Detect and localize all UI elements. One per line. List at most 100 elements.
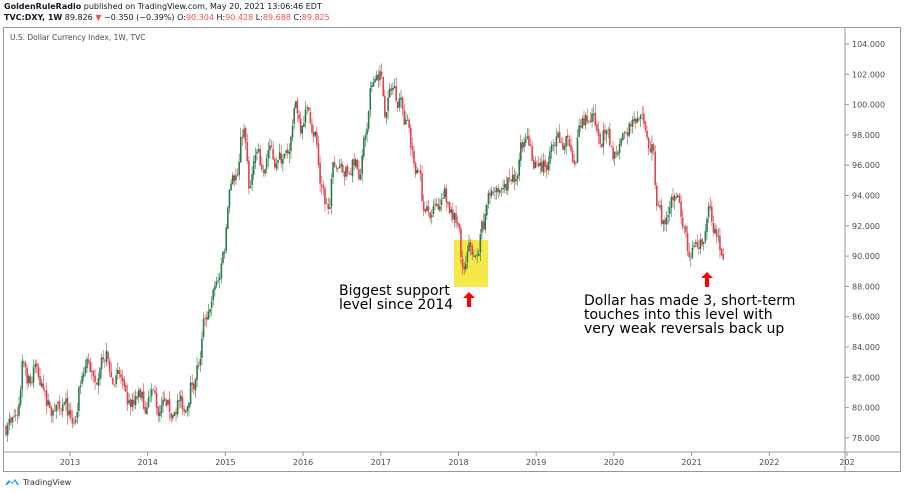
- candle-body: [693, 245, 695, 247]
- candle-body: [554, 144, 556, 146]
- candle-body: [581, 118, 584, 129]
- candle-body: [341, 164, 344, 173]
- candle-body: [524, 138, 527, 144]
- candle-body: [575, 163, 577, 164]
- candle-body: [689, 257, 692, 259]
- candle-body: [45, 390, 48, 407]
- candle-body: [511, 175, 514, 182]
- candle-body: [86, 358, 88, 369]
- candle-body: [382, 76, 385, 97]
- candle-body: [557, 132, 559, 138]
- y-tick-label: 88.000: [852, 282, 880, 291]
- candle-body: [181, 396, 184, 409]
- candle-body: [160, 405, 163, 414]
- tradingview-footer[interactable]: TradingView: [4, 477, 71, 487]
- candle-body: [610, 145, 613, 147]
- candle-body: [354, 159, 357, 167]
- candle-body: [636, 117, 639, 123]
- candle-body: [351, 159, 354, 177]
- support-line-1: Biggest support: [339, 283, 450, 299]
- x-tick-label: 2021: [681, 458, 701, 467]
- candle-body: [453, 212, 456, 220]
- candle-body: [566, 135, 569, 138]
- candle-body: [408, 119, 410, 128]
- candle-body: [549, 151, 551, 164]
- candle-body: [246, 142, 249, 162]
- candle-body: [34, 364, 36, 368]
- candle-body: [482, 221, 485, 229]
- candle-body: [520, 142, 522, 161]
- x-tick-label: 2013: [60, 458, 80, 467]
- candle-body: [163, 398, 166, 401]
- tradingview-logo-icon: [5, 479, 19, 485]
- candle-body: [426, 206, 428, 212]
- candle-body: [542, 160, 545, 173]
- candle-body: [309, 111, 312, 124]
- candle-body: [87, 359, 90, 363]
- candle-body: [706, 218, 708, 232]
- candle-body: [440, 199, 443, 206]
- candle-body: [589, 120, 592, 123]
- touches-line-1: Dollar has made 3, short-term: [584, 293, 796, 309]
- candle-body: [215, 281, 218, 287]
- candle-body: [691, 247, 694, 258]
- candle-body: [359, 174, 362, 180]
- candle-body: [244, 128, 247, 143]
- candle-body: [168, 398, 171, 413]
- candle-body: [178, 400, 181, 402]
- y-tick-label: 90.000: [852, 252, 880, 261]
- candle-body: [712, 222, 715, 233]
- candle-body: [225, 227, 228, 252]
- candle-body: [76, 412, 79, 419]
- x-tick-label: 2020: [604, 458, 624, 467]
- candle-body: [452, 209, 454, 220]
- candle-body: [647, 138, 650, 149]
- candle-body: [686, 233, 689, 251]
- candle-body: [21, 361, 24, 390]
- candle-body: [311, 123, 313, 133]
- candle-body: [201, 338, 203, 358]
- candle-body: [102, 357, 104, 360]
- candle-body: [249, 186, 252, 189]
- candle-body: [471, 246, 474, 256]
- candle-body: [413, 150, 415, 164]
- candle-body: [194, 379, 197, 391]
- candle-body: [120, 374, 122, 378]
- candle-body: [61, 404, 64, 412]
- candle-body: [66, 397, 69, 417]
- candle-body: [463, 266, 465, 270]
- candle-body: [719, 235, 721, 251]
- candle-body: [218, 277, 221, 280]
- candle-body: [251, 173, 253, 185]
- candle-body: [498, 189, 501, 193]
- candle-body: [377, 74, 380, 81]
- candle-body: [662, 220, 665, 225]
- candle-body: [188, 402, 190, 409]
- candle-body: [210, 301, 213, 308]
- candle-body: [609, 128, 611, 146]
- close-value: 89.825: [301, 13, 330, 22]
- candle-body: [154, 390, 156, 394]
- candle-body: [306, 107, 308, 109]
- candle-body: [424, 208, 427, 213]
- candle-body: [241, 137, 244, 139]
- low-value: 89.688: [262, 13, 291, 22]
- candle-body: [361, 155, 363, 174]
- publisher[interactable]: GoldenRuleRadio: [4, 2, 82, 11]
- candle-body: [562, 142, 564, 150]
- y-tick-label: 78.000: [852, 434, 880, 443]
- candle-body: [78, 387, 80, 411]
- y-tick-label: 96.000: [852, 161, 880, 170]
- candle-body: [685, 226, 687, 233]
- candle-body: [50, 407, 53, 416]
- candle-body: [688, 251, 690, 258]
- candle-body: [526, 136, 529, 138]
- candle-body: [24, 362, 27, 368]
- candle-body: [702, 242, 705, 244]
- high-label: H:: [216, 13, 226, 22]
- candle-body: [461, 258, 464, 267]
- candle-body: [333, 162, 336, 167]
- candle-body: [602, 130, 605, 147]
- candle-body: [474, 255, 477, 257]
